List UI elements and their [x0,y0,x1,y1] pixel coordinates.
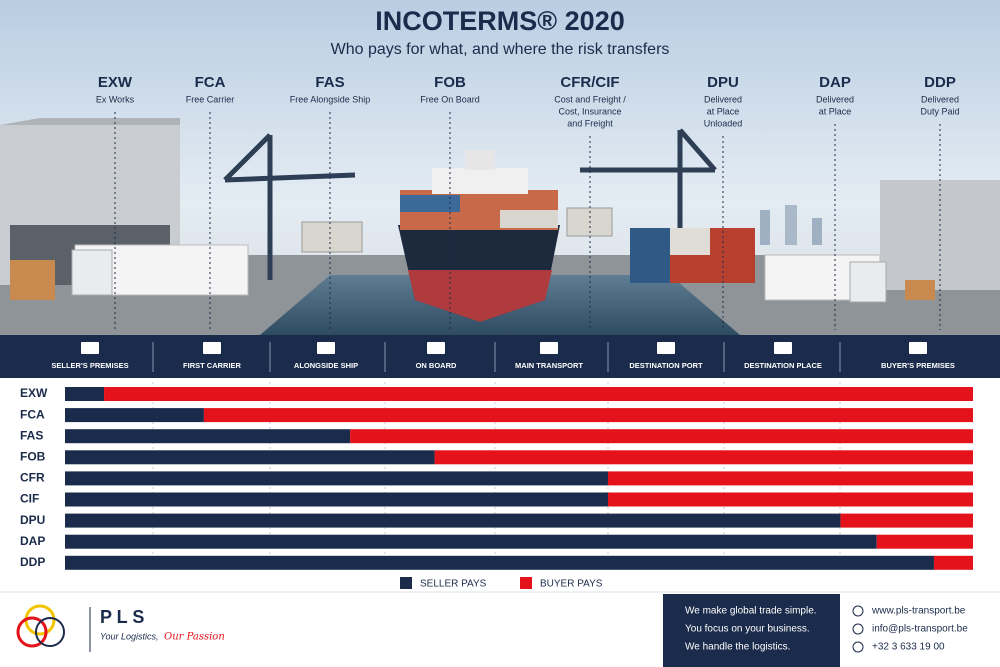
bar-segment [65,492,608,507]
port-scene [0,0,1000,335]
stage-icon [774,342,792,354]
bar-segment [607,471,973,486]
bar-segment [65,387,105,401]
term-description: Free On Board [420,94,480,104]
term-code: FCA [195,74,226,91]
bar-segment [65,534,877,549]
stage-icon [203,342,221,354]
category-label: FCA [20,407,45,421]
brand: P L S [100,607,144,627]
contact-icon [852,605,864,617]
category-label: DAP [20,534,45,548]
category-label: DDP [20,555,45,569]
bar-segment [104,387,973,401]
bar-segment [876,534,973,549]
term-code: DAP [819,74,851,91]
term-code: EXW [98,74,133,91]
category-label: FAS [20,428,43,442]
term-description: Delivered [921,94,959,104]
bar-segment [65,408,204,423]
term-description: at Place [707,106,740,116]
term-code: FOB [434,74,466,91]
stage-icon [909,342,927,354]
term-description: Ex Works [96,94,135,104]
legend-swatch [520,577,532,589]
term-description: Cost and Freight / [554,94,626,104]
footer-message: We make global trade simple. [685,606,817,617]
term-description: Delivered [816,94,854,104]
category-label: CFR [20,471,45,485]
stage-label: BUYER'S PREMISES [881,361,955,370]
legend-label: BUYER PAYS [540,579,603,590]
stage-icon [657,342,675,354]
stage-label: DESTINATION PORT [629,361,703,370]
term-description: Delivered [704,94,742,104]
tagline: Your Logistics, [100,631,159,641]
bar-segment [434,450,973,465]
term-description: at Place [819,106,852,116]
stage-label: MAIN TRANSPORT [515,361,583,370]
footer: P L S Your Logistics, Our Passion We make g… [0,591,1000,667]
subtitle: Who pays for what, and where the risk tr… [331,41,670,58]
stage-label: FIRST CARRIER [183,361,242,370]
term-code: CFR/CIF [560,74,619,91]
category-label: DPU [20,513,45,527]
stage-band: SELLER'S PREMISES FIRST CARRIER ALONGSIDE … [0,335,1000,378]
bar-segment [65,471,608,486]
bar-segment [65,513,841,528]
contact: www.pls-transport.be [871,606,966,617]
bar-segment [933,555,973,570]
contact-icon [852,641,864,653]
legend-area: SELLER PAYS BUYER PAYS [400,577,603,590]
term-code: FAS [315,74,344,91]
footer-message: We handle the logistics. [685,642,790,653]
contact: +32 3 633 19 00 [872,642,945,653]
legend-swatch [400,577,412,589]
term-code: DPU [707,74,739,91]
containers [630,228,755,283]
category-label: EXW [20,386,48,400]
bar-segment [350,429,973,444]
stage-icon [81,342,99,354]
bar-segment [65,429,351,444]
stage-icon [427,342,445,354]
term-description: Duty Paid [920,106,959,116]
tagline-accent: Our Passion [164,632,225,643]
bar-segment [65,555,934,570]
stage-icon [317,342,335,354]
title: INCOTERMS® 2020 [375,6,624,36]
stage-label: ALONGSIDE SHIP [294,361,358,370]
term-code: DDP [924,74,956,91]
bar-segment [65,450,435,465]
footer-message: You focus on your business. [685,624,810,635]
category-label: CIF [20,492,39,506]
category-label: FOB [20,449,46,463]
stage-label: ON BOARD [416,361,457,370]
contact-icon [852,623,864,635]
bar-segment [607,492,973,507]
term-description: and Freight [567,118,613,128]
contact: info@pls-transport.be [872,624,968,635]
stage-icon [540,342,558,354]
legend-label: SELLER PAYS [420,579,487,590]
term-description: Free Carrier [186,94,235,104]
stage-label: SELLER'S PREMISES [51,361,128,370]
term-description: Cost, Insurance [558,106,621,116]
term-description: Unloaded [704,118,743,128]
bar-segment [840,513,973,528]
stage-label: DESTINATION PLACE [744,361,822,370]
bar-segment [203,408,973,423]
term-description: Free Alongside Ship [290,94,371,104]
